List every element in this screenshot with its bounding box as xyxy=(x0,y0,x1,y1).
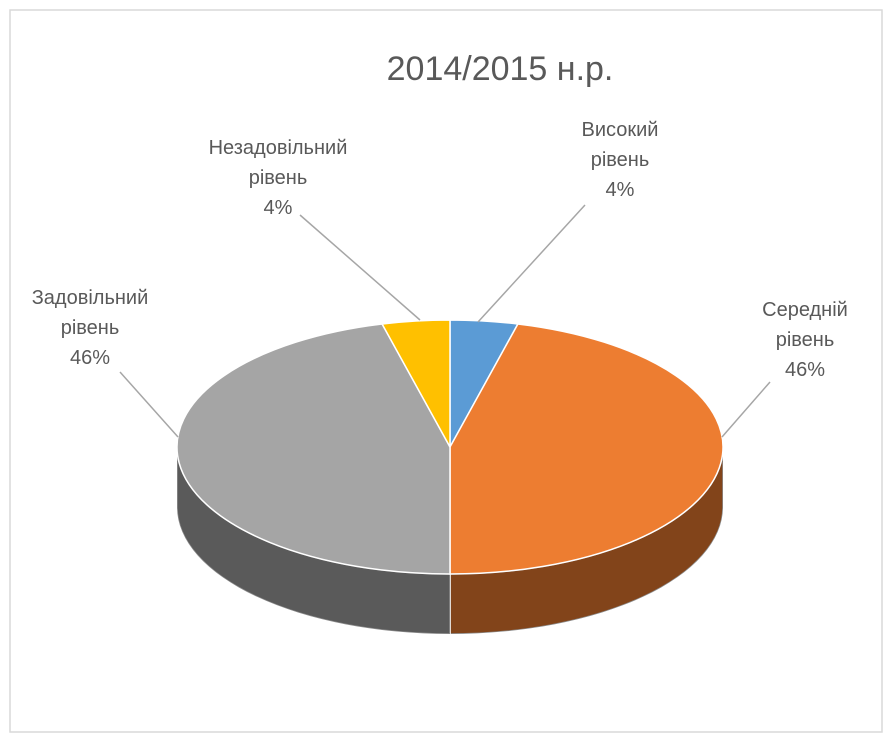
category-label: Задовільний рівень xyxy=(31,287,149,339)
value-label: 4% xyxy=(263,197,293,219)
data-label: Незадовільний рівень 4% xyxy=(188,133,368,223)
value-label: 4% xyxy=(605,179,635,201)
leader-line xyxy=(119,371,179,438)
data-label: Високий рівень 4% xyxy=(530,115,710,205)
leader-line xyxy=(721,381,771,438)
slice-side-shade xyxy=(450,447,723,634)
value-label: 46% xyxy=(69,347,111,369)
slice xyxy=(380,319,451,448)
value-label: 46% xyxy=(784,359,826,381)
chart-title: 2014/2015 н.р. xyxy=(386,50,614,88)
category-label: Високий рівень xyxy=(581,119,659,171)
slice-side-shade xyxy=(177,447,450,634)
category-label: Середній рівень xyxy=(762,299,848,351)
data-label: Середній рівень 46% xyxy=(715,295,893,385)
category-label: Незадовільний рівень xyxy=(208,137,348,189)
leader-line xyxy=(299,214,421,321)
slice xyxy=(449,323,724,575)
leader-line xyxy=(477,204,586,323)
slice xyxy=(176,323,451,575)
data-label: Задовільний рівень 46% xyxy=(0,283,180,373)
